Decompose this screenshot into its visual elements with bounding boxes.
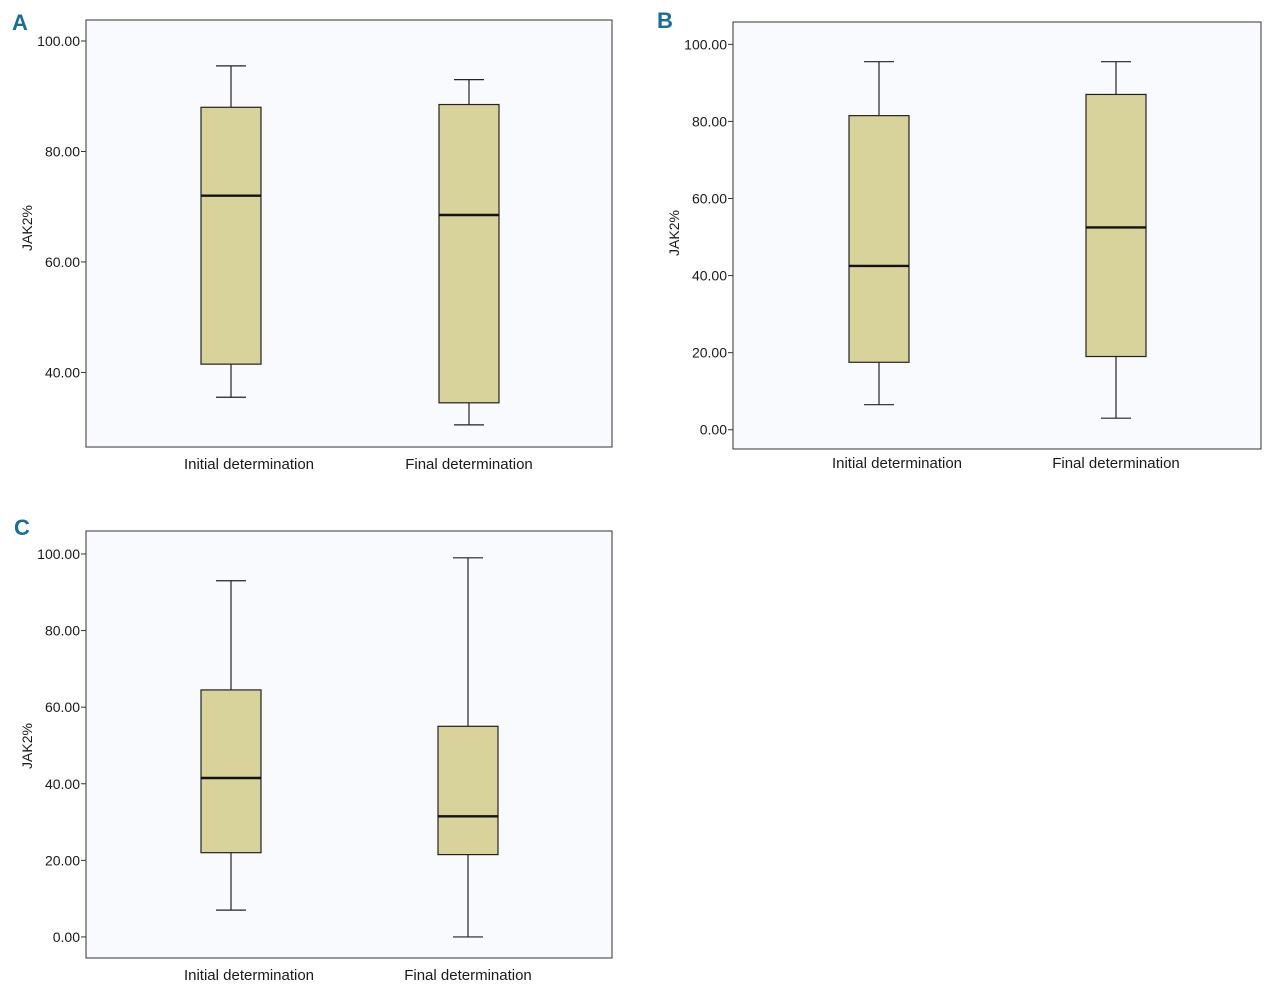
box-initial: Initial determination: [832, 61, 962, 472]
category-label: Initial determination: [184, 967, 314, 984]
y-tick-label: 100.00: [37, 546, 80, 562]
category-label: Initial determination: [832, 455, 962, 472]
y-tick-label: 0.00: [53, 929, 80, 945]
y-tick-label: 40.00: [45, 364, 80, 380]
plot-frame: [85, 19, 613, 448]
category-label: Final determination: [1052, 455, 1180, 472]
y-tick-label: 60.00: [45, 699, 80, 715]
y-tick-label: 0.00: [700, 422, 727, 438]
y-tick-label: 40.00: [692, 268, 727, 284]
box-initial: Initial determination: [184, 65, 314, 473]
panel-letter: C: [14, 515, 30, 540]
box-final: Final determination: [1052, 61, 1180, 472]
y-tick-label: 80.00: [45, 623, 80, 639]
iqr-box: [848, 115, 910, 363]
y-tick-label: 80.00: [45, 143, 80, 159]
plot-frame: [732, 21, 1262, 450]
iqr-box: [1085, 93, 1147, 358]
category-label: Initial determination: [184, 456, 314, 473]
y-tick-label: 100.00: [684, 36, 727, 52]
panel-letter: B: [657, 8, 673, 33]
iqr-box: [200, 689, 262, 854]
chart-panel-c: C 0.00 20.00 40.00 60.00 80.00 100.00 JAK2% Init…: [14, 515, 613, 984]
category-label: Final determination: [405, 456, 533, 473]
y-axis-label: JAK2%: [666, 210, 682, 256]
iqr-box: [437, 725, 499, 856]
category-label: Final determination: [404, 967, 532, 984]
y-axis-label: JAK2%: [19, 723, 35, 769]
iqr-box: [438, 103, 500, 404]
y-tick-label: 20.00: [692, 345, 727, 361]
panel-letter: A: [12, 10, 28, 35]
y-tick-label: 20.00: [45, 852, 80, 868]
y-tick-label: 60.00: [692, 191, 727, 207]
y-axis-label: JAK2%: [19, 205, 35, 251]
y-tick-label: 80.00: [692, 113, 727, 129]
y-tick-label: 60.00: [45, 254, 80, 270]
box-initial: Initial determination: [184, 580, 314, 984]
y-tick-label: 40.00: [45, 776, 80, 792]
iqr-box: [200, 106, 262, 365]
box-final: Final determination: [404, 557, 532, 984]
chart-panel-b: B 0.00 20.00 40.00 60.00 80.00 100.00 JAK2% Init…: [657, 8, 1262, 472]
chart-panel-a: A 40.00 60.00 80.00 100.00 JAK2% Initial deter…: [12, 10, 613, 473]
y-tick-label: 100.00: [37, 33, 80, 49]
plot-frame: [85, 530, 613, 959]
box-final: Final determination: [405, 79, 533, 473]
